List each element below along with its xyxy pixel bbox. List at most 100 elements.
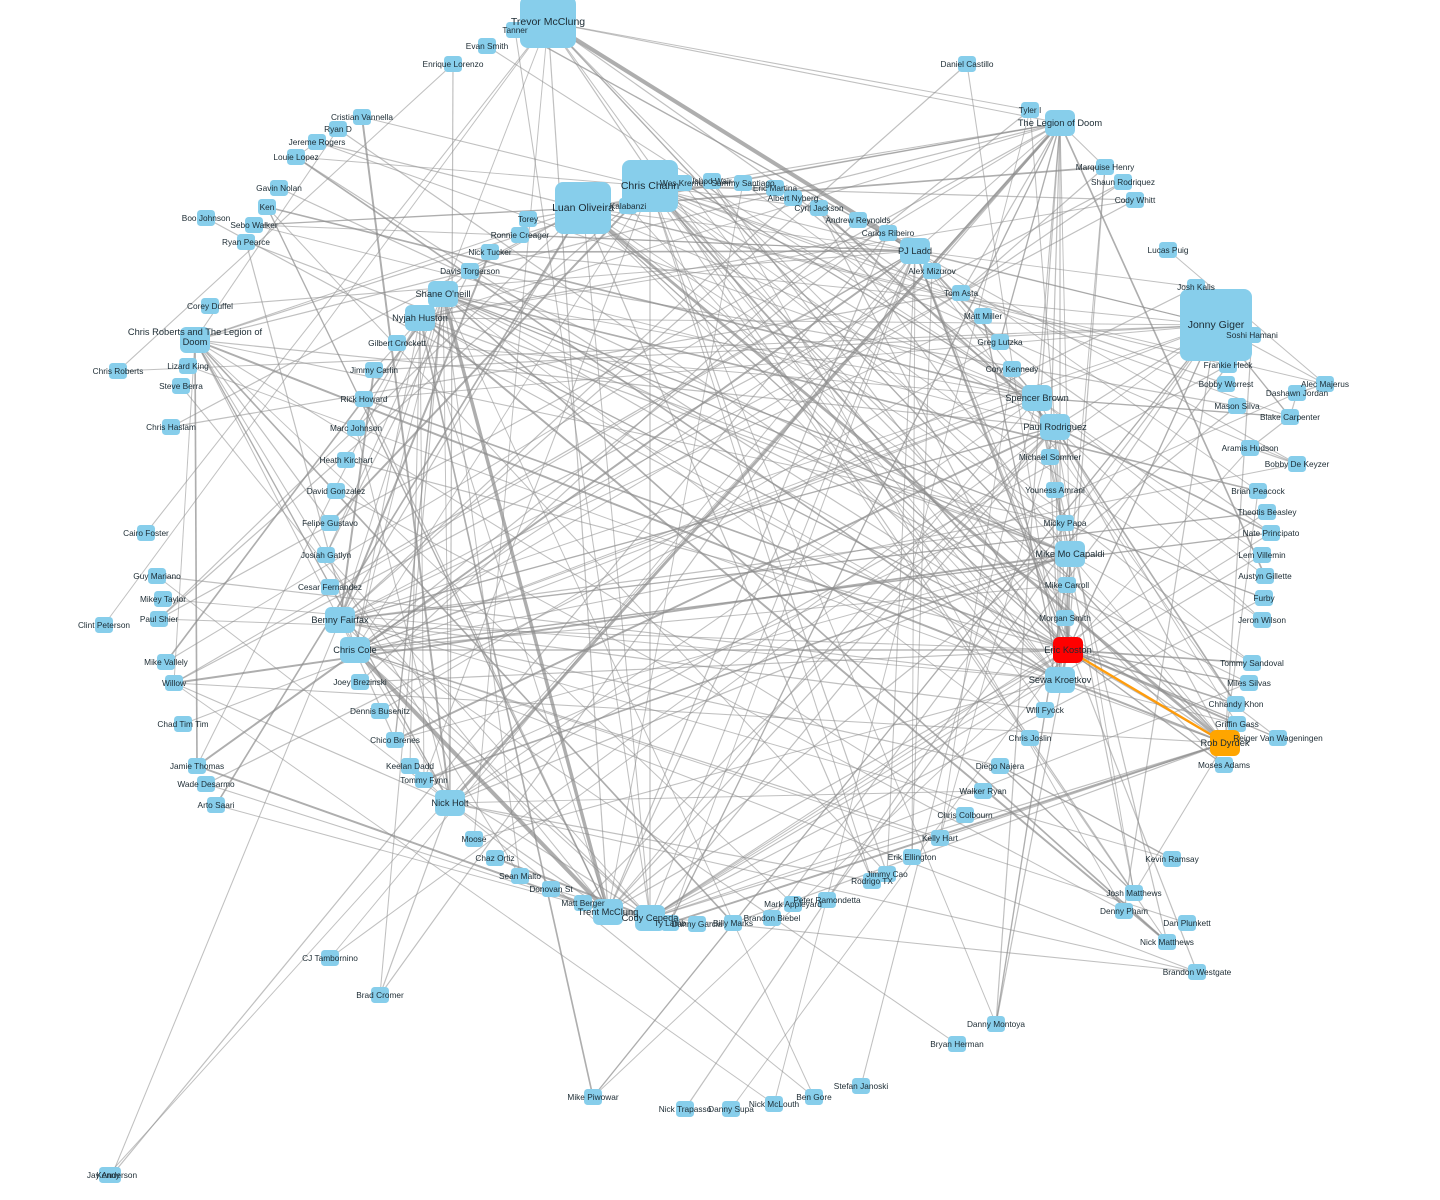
svg-text:Mike Carroll: Mike Carroll xyxy=(1045,580,1089,590)
svg-text:Bobby De Keyzer: Bobby De Keyzer xyxy=(1265,459,1330,469)
svg-text:Mike Piwowar: Mike Piwowar xyxy=(567,1092,618,1102)
svg-text:Willow: Willow xyxy=(162,678,187,688)
svg-text:Chad Tim Tim: Chad Tim Tim xyxy=(157,719,208,729)
svg-text:Andrew Reynolds: Andrew Reynolds xyxy=(825,215,890,225)
svg-text:Alex Mizurov: Alex Mizurov xyxy=(908,266,956,276)
svg-text:Josiah Gatlyn: Josiah Gatlyn xyxy=(301,550,352,560)
svg-text:Bryan Herman: Bryan Herman xyxy=(930,1039,984,1049)
svg-text:Alec Majerus: Alec Majerus xyxy=(1301,379,1349,389)
svg-text:Youness Amrani: Youness Amrani xyxy=(1025,485,1085,495)
svg-text:CJ Tambornino: CJ Tambornino xyxy=(302,953,358,963)
svg-text:Nick Trapasso: Nick Trapasso xyxy=(659,1104,712,1114)
svg-text:Jimmy Carlin: Jimmy Carlin xyxy=(350,365,398,375)
svg-text:Sewa Kroetkov: Sewa Kroetkov xyxy=(1029,675,1092,685)
svg-text:Stefan Janoski: Stefan Janoski xyxy=(834,1081,889,1091)
svg-text:Aramis Hudson: Aramis Hudson xyxy=(1222,443,1279,453)
svg-text:Chico Brenes: Chico Brenes xyxy=(370,735,420,745)
svg-text:Louie Lopez: Louie Lopez xyxy=(273,152,318,162)
svg-text:Nate Principato: Nate Principato xyxy=(1243,528,1300,538)
svg-text:Morgan Smith: Morgan Smith xyxy=(1039,613,1091,623)
svg-text:Eric Martina: Eric Martina xyxy=(753,183,798,193)
svg-text:The Legion of Doom: The Legion of Doom xyxy=(1018,118,1102,128)
svg-text:Will Fyock: Will Fyock xyxy=(1026,705,1065,715)
svg-text:Heath Kirchart: Heath Kirchart xyxy=(319,455,373,465)
svg-text:Cesar Fernandez: Cesar Fernandez xyxy=(298,582,362,592)
svg-text:Spencer Brown: Spencer Brown xyxy=(1005,393,1069,403)
svg-text:Shane O'neill: Shane O'neill xyxy=(415,289,470,299)
svg-text:Keelan Dadd: Keelan Dadd xyxy=(386,761,434,771)
svg-text:Rodrigo TX: Rodrigo TX xyxy=(851,876,893,886)
svg-text:Mason Silva: Mason Silva xyxy=(1214,401,1260,411)
svg-text:Chhandy Khon: Chhandy Khon xyxy=(1209,699,1264,709)
svg-text:Mikey Taylor: Mikey Taylor xyxy=(140,594,186,604)
svg-text:Nyjah Huston: Nyjah Huston xyxy=(392,313,448,323)
svg-text:Micky Papa: Micky Papa xyxy=(1044,518,1087,528)
svg-text:Davis Torgerson: Davis Torgerson xyxy=(440,266,500,276)
svg-text:Denny Pham: Denny Pham xyxy=(1100,906,1148,916)
svg-text:Matt Miller: Matt Miller xyxy=(964,311,1002,321)
svg-text:Tom Asta: Tom Asta xyxy=(944,288,979,298)
svg-text:Chris Haslam: Chris Haslam xyxy=(146,422,196,432)
svg-text:Furby: Furby xyxy=(1253,593,1275,603)
svg-text:Rob Dyrdek: Rob Dyrdek xyxy=(1200,738,1249,748)
svg-text:Cristian Vannella: Cristian Vannella xyxy=(331,112,393,122)
svg-text:Chaz Ortiz: Chaz Ortiz xyxy=(475,853,514,863)
svg-text:Enrique Lorenzo: Enrique Lorenzo xyxy=(423,59,484,69)
svg-text:Mike Mo Capaldi: Mike Mo Capaldi xyxy=(1035,549,1104,559)
svg-text:Bobby Worrest: Bobby Worrest xyxy=(1199,379,1254,389)
svg-text:Austyn Gillette: Austyn Gillette xyxy=(1238,571,1292,581)
svg-text:Danny Montoya: Danny Montoya xyxy=(967,1019,1025,1029)
svg-text:Chris Cole: Chris Cole xyxy=(333,645,376,655)
svg-text:Cyril Jackson: Cyril Jackson xyxy=(794,203,844,213)
svg-text:Michael Sommer: Michael Sommer xyxy=(1019,452,1081,462)
svg-text:Jereme Rogers: Jereme Rogers xyxy=(289,137,346,147)
svg-text:Torey: Torey xyxy=(518,214,539,224)
svg-text:Wade Desarmo: Wade Desarmo xyxy=(177,779,235,789)
svg-text:Marc Johnson: Marc Johnson xyxy=(330,423,382,433)
svg-text:Joey Brezinski: Joey Brezinski xyxy=(333,677,387,687)
svg-text:Jamie Thomas: Jamie Thomas xyxy=(170,761,224,771)
svg-text:Chris Joslin: Chris Joslin xyxy=(1009,733,1052,743)
svg-text:Eric Koston: Eric Koston xyxy=(1044,645,1092,655)
svg-text:Steve Berra: Steve Berra xyxy=(159,381,203,391)
svg-text:Felipe Gustavo: Felipe Gustavo xyxy=(302,518,358,528)
svg-text:Dan Plunkett: Dan Plunkett xyxy=(1163,918,1211,928)
svg-text:Donovan St: Donovan St xyxy=(529,884,573,894)
svg-text:Paul Shier: Paul Shier xyxy=(140,614,179,624)
svg-text:Luan Oliveira: Luan Oliveira xyxy=(552,202,614,214)
svg-text:Ryan Pearce: Ryan Pearce xyxy=(222,237,270,247)
svg-text:Ronnie Creager: Ronnie Creager xyxy=(491,230,550,240)
svg-text:Tommy Fynn: Tommy Fynn xyxy=(400,775,448,785)
svg-text:Gavin Nolan: Gavin Nolan xyxy=(256,183,302,193)
svg-text:Blake Carpenter: Blake Carpenter xyxy=(1260,412,1320,422)
svg-text:Brad Cromer: Brad Cromer xyxy=(356,990,404,1000)
svg-text:Cody Cepeda: Cody Cepeda xyxy=(622,913,680,923)
svg-text:Arto Saari: Arto Saari xyxy=(198,800,235,810)
svg-text:Nick McLouth: Nick McLouth xyxy=(749,1099,800,1109)
svg-text:Griffin Gass: Griffin Gass xyxy=(1215,719,1259,729)
svg-text:Paul Rodriguez: Paul Rodriguez xyxy=(1023,422,1087,432)
svg-text:Cory Kennedy: Cory Kennedy xyxy=(986,364,1039,374)
svg-text:PJ Ladd: PJ Ladd xyxy=(898,246,932,256)
svg-text:Shaun Rodriquez: Shaun Rodriquez xyxy=(1091,177,1155,187)
svg-text:Josh Matthews: Josh Matthews xyxy=(1106,888,1161,898)
svg-text:Greg Lutzka: Greg Lutzka xyxy=(977,337,1023,347)
svg-text:Mike Vallely: Mike Vallely xyxy=(144,657,188,667)
svg-text:Nick Tucker: Nick Tucker xyxy=(468,247,512,257)
svg-text:Lizard King: Lizard King xyxy=(167,361,209,371)
svg-text:Chris Colbourn: Chris Colbourn xyxy=(937,810,993,820)
svg-text:Moses Adams: Moses Adams xyxy=(1198,760,1250,770)
svg-text:Kevin Ramsay: Kevin Ramsay xyxy=(1145,854,1199,864)
svg-text:Kalabanzi: Kalabanzi xyxy=(610,201,647,211)
svg-text:Nick Holt: Nick Holt xyxy=(431,798,469,808)
svg-text:David Gonzalez: David Gonzalez xyxy=(307,486,366,496)
svg-text:Chris Roberts: Chris Roberts xyxy=(93,366,144,376)
svg-text:Miles Silvas: Miles Silvas xyxy=(1227,678,1271,688)
svg-text:Ben Gore: Ben Gore xyxy=(796,1092,832,1102)
svg-text:Carlos Ribeiro: Carlos Ribeiro xyxy=(862,228,915,238)
svg-text:Jay Anderson: Jay Anderson xyxy=(87,1170,138,1180)
svg-text:Albert Nyberg: Albert Nyberg xyxy=(768,193,819,203)
svg-text:Kelly Hart: Kelly Hart xyxy=(922,833,959,843)
svg-text:Brian Peacock: Brian Peacock xyxy=(1231,486,1285,496)
svg-text:Theotis Beasley: Theotis Beasley xyxy=(1237,507,1297,517)
